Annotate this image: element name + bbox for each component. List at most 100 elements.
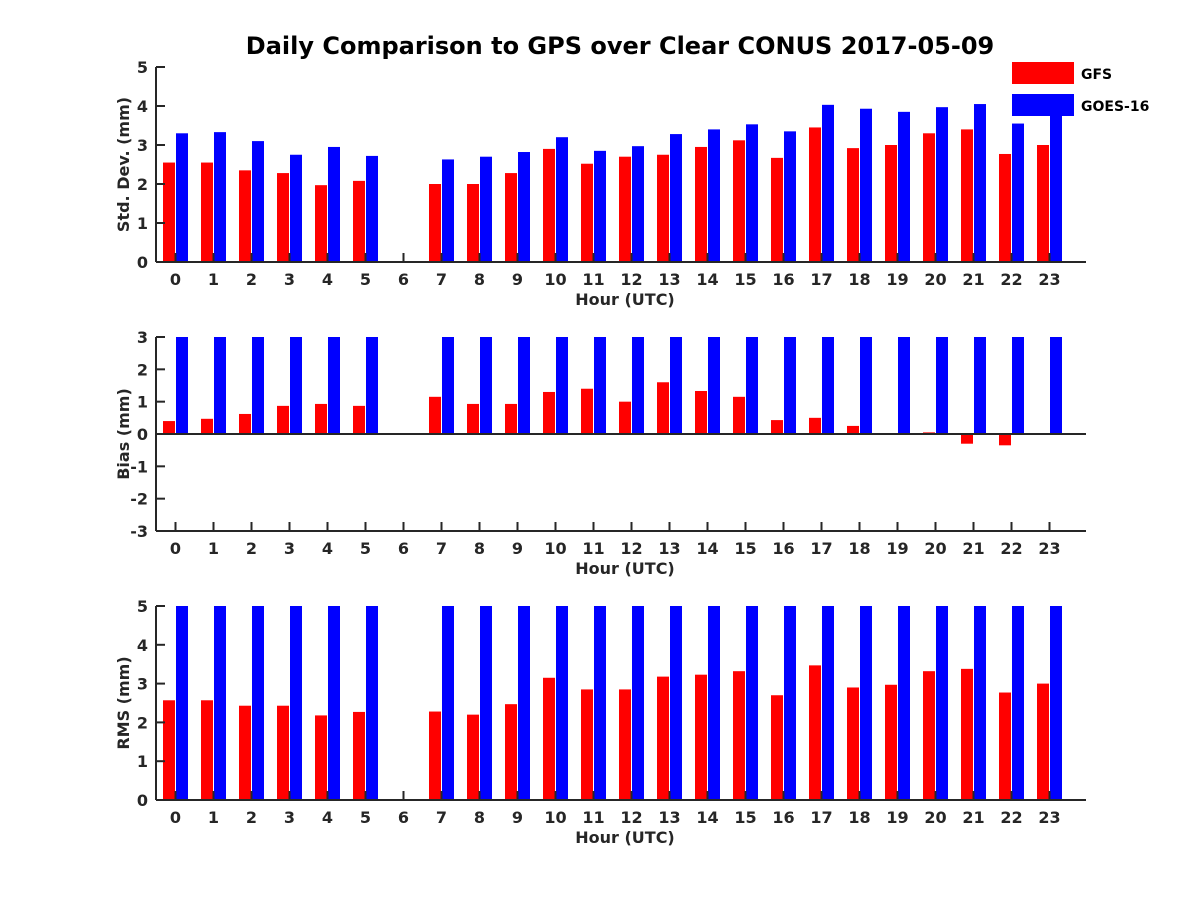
x-tick-label: 11 [582, 539, 604, 558]
bar-goes-16-hour-14 [708, 129, 720, 262]
bar-gfs-hour-7 [429, 396, 441, 434]
bar-gfs-hour-2 [239, 413, 251, 434]
bar-gfs-hour-22 [999, 692, 1011, 800]
bar-goes-16-hour-3 [290, 337, 302, 434]
x-tick-label: 3 [284, 539, 295, 558]
y-tick-label: 4 [137, 97, 148, 116]
bar-goes-16-hour-13 [670, 606, 682, 800]
x-tick-label: 14 [696, 539, 718, 558]
bar-goes-16-hour-9 [518, 337, 530, 434]
bar-gfs-hour-9 [505, 173, 517, 262]
bar-goes-16-hour-0 [176, 606, 188, 800]
y-tick-label: 0 [137, 425, 148, 444]
bar-gfs-hour-0 [163, 421, 175, 434]
x-tick-label: 23 [1038, 539, 1060, 558]
x-tick-label: 1 [208, 808, 219, 827]
x-tick-label: 0 [170, 539, 181, 558]
bar-gfs-hour-13 [657, 154, 669, 262]
x-tick-label: 17 [810, 270, 832, 289]
bar-gfs-hour-5 [353, 405, 365, 434]
bar-goes-16-hour-5 [366, 155, 378, 262]
x-tick-label: 12 [620, 539, 642, 558]
bar-goes-16-hour-2 [252, 606, 264, 800]
x-tick-label: 23 [1038, 808, 1060, 827]
x-tick-label: 22 [1000, 539, 1022, 558]
bar-goes-16-hour-20 [936, 606, 948, 800]
bar-gfs-hour-2 [239, 705, 251, 800]
bar-goes-16-hour-11 [594, 606, 606, 800]
bar-goes-16-hour-15 [746, 124, 758, 262]
x-tick-label: 16 [772, 808, 794, 827]
bar-goes-16-hour-8 [480, 156, 492, 262]
x-tick-label: 7 [436, 539, 447, 558]
bar-goes-16-hour-22 [1012, 123, 1024, 262]
x-tick-label: 20 [924, 270, 946, 289]
y-tick-label: 2 [137, 360, 148, 379]
x-tick-label: 0 [170, 270, 181, 289]
bar-gfs-hour-21 [961, 668, 973, 800]
bar-goes-16-hour-7 [442, 337, 454, 434]
bar-gfs-hour-18 [847, 425, 859, 434]
bar-gfs-hour-17 [809, 127, 821, 262]
bar-goes-16-hour-11 [594, 150, 606, 262]
bar-goes-16-hour-12 [632, 606, 644, 800]
y-axis-label: RMS (mm) [114, 656, 133, 749]
bar-gfs-hour-11 [581, 388, 593, 434]
bar-gfs-hour-19 [885, 684, 897, 800]
x-tick-label: 20 [924, 808, 946, 827]
bar-goes-16-hour-21 [974, 104, 986, 262]
x-tick-label: 9 [512, 270, 523, 289]
bar-goes-16-hour-15 [746, 606, 758, 800]
x-tick-label: 4 [322, 539, 333, 558]
bar-gfs-hour-21 [961, 129, 973, 262]
bar-goes-16-hour-22 [1012, 606, 1024, 800]
bar-gfs-hour-23 [1037, 145, 1049, 262]
x-tick-label: 2 [246, 539, 257, 558]
x-tick-label: 18 [848, 270, 870, 289]
y-tick-label: 3 [137, 675, 148, 694]
bar-goes-16-hour-20 [936, 107, 948, 262]
x-tick-label: 12 [620, 808, 642, 827]
bar-goes-16-hour-12 [632, 146, 644, 262]
bar-goes-16-hour-14 [708, 337, 720, 434]
y-axis-label: Bias (mm) [114, 388, 133, 480]
x-tick-label: 17 [810, 539, 832, 558]
y-tick-label: 4 [137, 636, 148, 655]
bar-goes-16-hour-18 [860, 606, 872, 800]
y-tick-label: 2 [137, 713, 148, 732]
bar-goes-16-hour-19 [898, 111, 910, 262]
x-tick-label: 6 [398, 539, 409, 558]
bar-gfs-hour-8 [467, 403, 479, 434]
bar-gfs-hour-18 [847, 687, 859, 800]
bar-goes-16-hour-13 [670, 337, 682, 434]
bar-gfs-hour-1 [201, 418, 213, 434]
bar-gfs-hour-8 [467, 184, 479, 262]
bar-gfs-hour-11 [581, 163, 593, 262]
x-tick-label: 7 [436, 270, 447, 289]
bar-goes-16-hour-14 [708, 606, 720, 800]
bar-goes-16-hour-23 [1050, 337, 1062, 434]
bar-goes-16-hour-17 [822, 337, 834, 434]
bar-gfs-hour-16 [771, 420, 783, 434]
x-tick-label: 18 [848, 808, 870, 827]
y-tick-label: -2 [130, 490, 148, 509]
bar-goes-16-hour-3 [290, 154, 302, 262]
bar-goes-16-hour-19 [898, 337, 910, 434]
bar-goes-16-hour-17 [822, 104, 834, 262]
x-tick-label: 1 [208, 270, 219, 289]
bar-gfs-hour-10 [543, 677, 555, 800]
bar-gfs-hour-20 [923, 133, 935, 262]
x-tick-label: 20 [924, 539, 946, 558]
bar-goes-16-hour-12 [632, 337, 644, 434]
x-tick-label: 6 [398, 270, 409, 289]
bar-gfs-hour-16 [771, 695, 783, 800]
bar-gfs-hour-9 [505, 403, 517, 434]
x-tick-label: 2 [246, 270, 257, 289]
bar-goes-16-hour-10 [556, 606, 568, 800]
x-tick-label: 17 [810, 808, 832, 827]
x-tick-label: 2 [246, 808, 257, 827]
bar-gfs-hour-23 [1037, 683, 1049, 800]
x-tick-label: 21 [962, 808, 984, 827]
bar-goes-16-hour-2 [252, 337, 264, 434]
